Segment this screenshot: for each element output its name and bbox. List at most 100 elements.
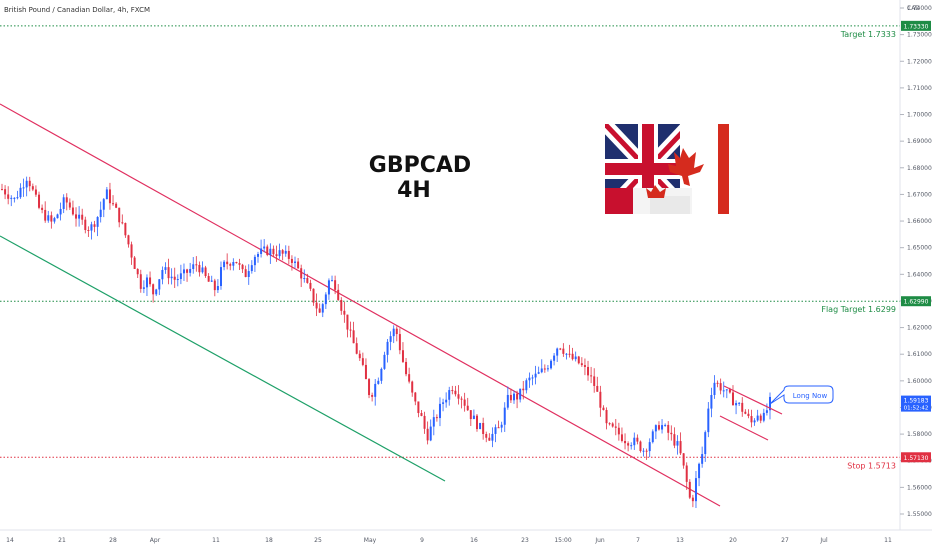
candle-body [667,424,670,433]
candle-body [374,383,377,397]
price-tick-label: 1.72000 [907,58,932,65]
candle-body [704,432,707,455]
candle-body [611,423,614,427]
candle-body [303,278,306,280]
flag-lower-line[interactable] [719,415,769,441]
candle-body [559,348,562,350]
price-tick-label: 1.70000 [907,112,932,119]
candle-body [318,308,321,313]
candle-body [368,379,371,396]
stop-price-tag-text: 1.57130 [904,455,929,462]
candle-body [25,180,28,188]
x-tick-label: 13 [676,537,684,544]
candle-body [47,215,50,221]
candle-body [657,425,660,430]
candle-body [99,209,102,218]
long-now-callout[interactable]: Long Now [769,385,834,405]
candle-body [587,366,590,376]
candle-body [605,409,608,424]
candle-body [426,428,429,441]
candle-body [525,380,528,391]
candle-body [414,392,417,402]
candle-body [679,441,682,454]
candle-body [482,422,485,435]
candle-body [698,463,701,479]
candle-body [182,269,185,274]
candle-body [81,214,84,220]
price-tick-label: 1.73000 [907,32,932,39]
candle-body [238,263,241,265]
candle-body [488,437,491,441]
candle-body [442,402,445,404]
candle-body [337,289,340,300]
candle-body [7,194,10,199]
candle-body [500,424,503,428]
candle-body [438,403,441,419]
candle-body [198,264,201,273]
candle-body [716,382,719,384]
candle-body [352,330,355,344]
candle-body [762,412,765,421]
candle-body [596,385,599,392]
x-tick-label: Jun [594,537,605,544]
candle-body [96,217,99,227]
candle-body [284,250,287,254]
candle-body [324,294,327,305]
candle-body [707,408,710,433]
candle-body [1,189,3,191]
channel-lower-line[interactable] [0,235,446,482]
candle-body [651,431,654,443]
candle-body [105,189,108,200]
flag-upper-line[interactable] [723,385,783,415]
candle-body [395,328,398,335]
candle-body [179,273,182,280]
candle-body [747,413,750,417]
plot-area[interactable] [0,0,900,530]
candle-body [472,415,475,420]
candle-body [93,224,96,227]
candle-body [278,250,281,257]
candle-body [451,390,454,392]
candle-body [577,356,580,364]
candle-body [633,437,636,446]
candle-body [364,364,367,380]
channel-upper-line[interactable] [0,103,721,507]
candle-body [753,420,756,423]
candle-body [522,388,525,391]
candle-body [155,289,158,295]
candle-body [463,399,466,406]
x-tick-label: 9 [420,537,424,544]
candle-body [112,203,115,205]
candle-body [642,450,645,452]
candle-body [599,391,602,408]
candle-body [158,279,161,290]
candle-body [28,180,31,187]
candle-body [358,353,361,359]
candle-body [207,276,210,282]
candle-body [553,355,556,361]
candle-body [580,363,583,366]
candles [1,176,771,509]
candle-body [56,214,59,219]
candle-body [627,443,630,446]
x-ticks: 14 21 28 Apr 11 18 25 May 9 16 23 15:00 Jun 7 13 20 27 Ju… [6,537,892,544]
candle-body [121,222,124,224]
candle-body [294,261,297,263]
price-tick-label: 1.66000 [907,218,932,225]
target-label: Target 1.7333 [840,30,896,39]
candle-body [574,356,577,360]
flag-target-label: Flag Target 1.6299 [821,305,896,314]
candle-body [62,197,65,209]
stop-price-tag [901,452,931,463]
candle-body [509,394,512,401]
candle-body [290,258,293,263]
candle-body [331,280,334,282]
candle-body [380,368,383,381]
long-now-label: Long Now [793,392,828,400]
candle-body [731,392,734,406]
candle-body [361,358,364,365]
candle-body [269,248,272,255]
candle-body [266,246,269,255]
candle-body [719,383,722,391]
